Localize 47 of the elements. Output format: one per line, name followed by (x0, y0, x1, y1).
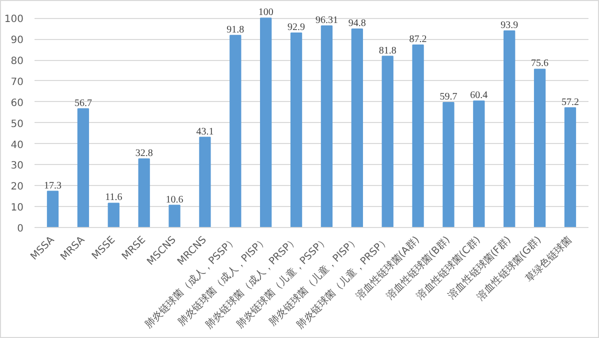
data-label: 43.1 (196, 126, 214, 138)
bar (351, 28, 363, 228)
y-tick-label: 40 (10, 140, 24, 151)
data-label: 60.4 (470, 90, 488, 102)
bar (564, 107, 576, 228)
y-tick-label: 0 (17, 224, 24, 234)
data-label: 87.2 (409, 34, 427, 45)
y-tick-label: 90 (10, 35, 24, 46)
data-label: 92.9 (288, 22, 306, 34)
data-label: 56.7 (74, 98, 92, 109)
bar (504, 30, 516, 228)
y-tick-label: 50 (10, 118, 24, 130)
bar (412, 44, 424, 228)
data-label: 32.8 (135, 148, 153, 159)
bar (168, 204, 180, 228)
data-label: 11.6 (105, 192, 122, 204)
bar (473, 100, 485, 228)
bar (534, 68, 546, 228)
data-label: 81.8 (378, 45, 396, 56)
y-tick-label: 70 (10, 76, 24, 88)
data-label: 100 (258, 7, 274, 18)
data-label: 57.2 (561, 96, 579, 108)
data-label: 59.7 (440, 92, 458, 103)
y-tick-label: 100 (4, 14, 24, 26)
y-tick-label: 80 (10, 56, 24, 68)
data-label: 75.6 (531, 58, 549, 70)
y-tick-label: 10 (10, 202, 24, 214)
y-tick-label: 20 (10, 182, 24, 193)
data-label: 10.6 (166, 194, 184, 206)
y-tick-label: 30 (10, 160, 24, 172)
bar (290, 32, 302, 228)
data-label: 17.3 (44, 180, 62, 192)
bar (46, 190, 59, 228)
data-label: 91.8 (226, 24, 244, 36)
bar (77, 108, 90, 228)
y-tick-label: 60 (10, 98, 24, 109)
bar (442, 102, 454, 228)
bar (230, 34, 242, 228)
bar (199, 136, 211, 228)
bar (108, 202, 120, 228)
bar (320, 25, 333, 228)
bar (382, 56, 394, 228)
bar (260, 18, 272, 228)
bar (138, 158, 150, 228)
data-label: 93.9 (500, 20, 518, 31)
data-label: 94.8 (348, 18, 366, 30)
data-label: 96.31 (315, 14, 338, 26)
